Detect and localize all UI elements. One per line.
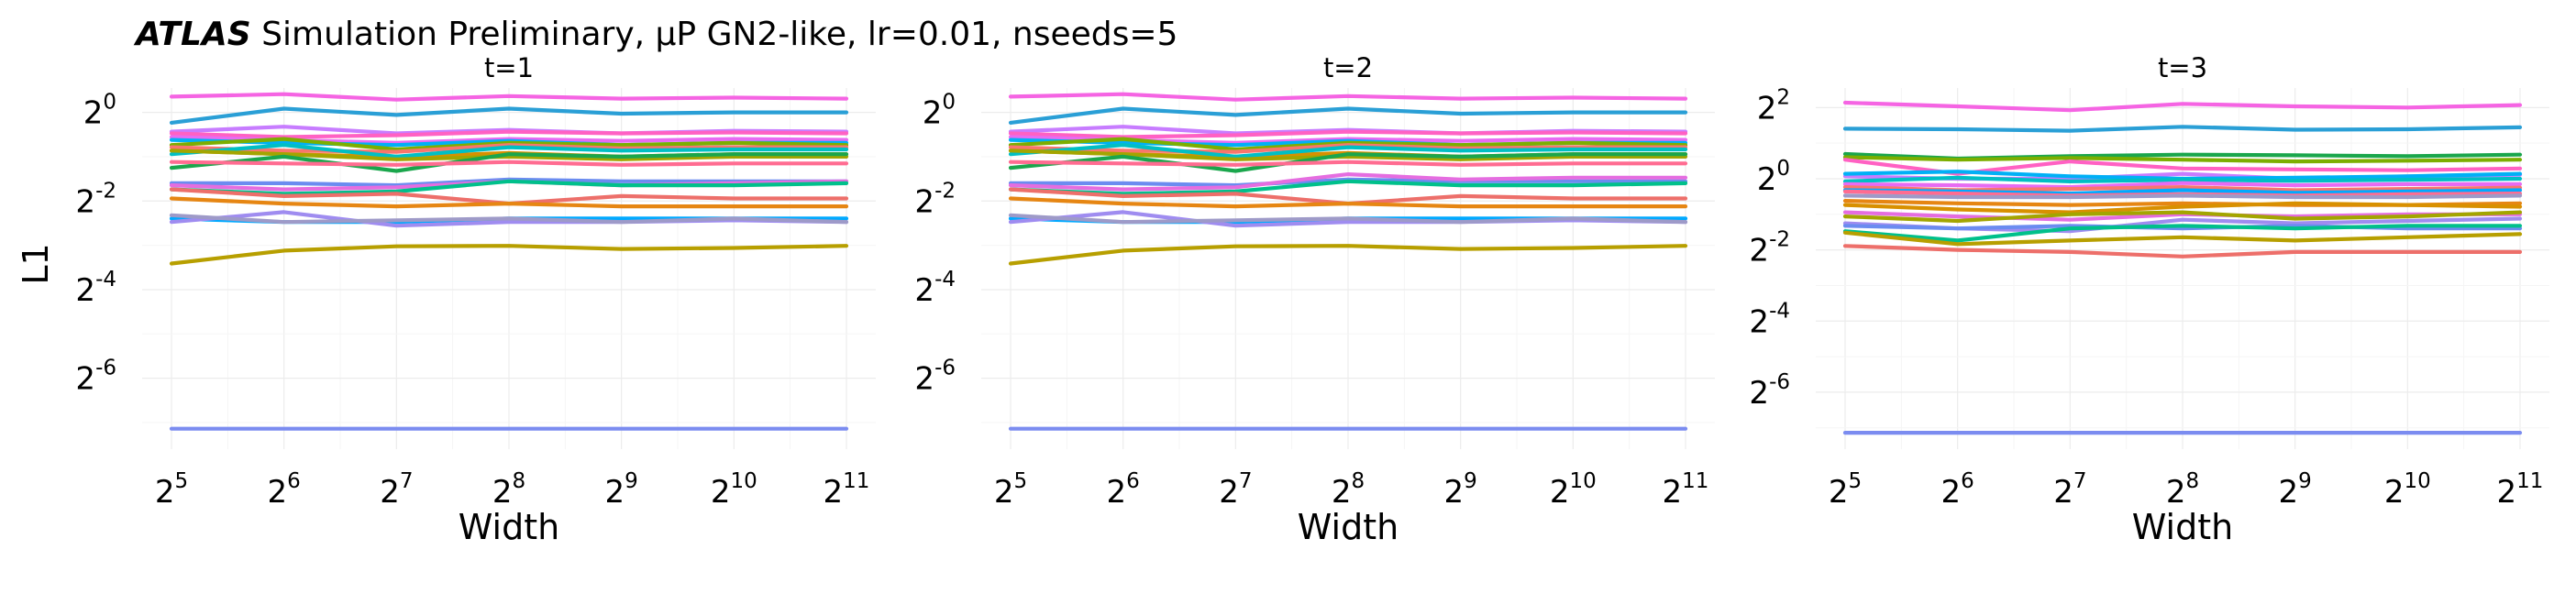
series-line-10 xyxy=(169,143,849,159)
y-tick-label: 2-2 xyxy=(75,179,116,220)
x-tick-label: 28 xyxy=(1332,469,1365,511)
panel-2: t=2 25 26 27 28 29 210 211 20 2-2 2-4 2-6 Width xyxy=(914,52,1715,547)
y-tick-label: 2-6 xyxy=(1749,370,1790,412)
series-line-13 xyxy=(1008,160,1688,167)
series-line-13 xyxy=(169,160,849,167)
series-line-20 xyxy=(1842,224,2523,243)
series-line-2 xyxy=(1008,106,1688,125)
series-line-21 xyxy=(169,213,849,225)
series-line-11 xyxy=(1008,148,1688,161)
series-lines xyxy=(169,92,849,431)
x-axis-label: Width xyxy=(459,507,559,547)
series-line-2 xyxy=(169,106,849,125)
y-tick-label: 2-6 xyxy=(75,357,116,398)
y-tick-label: 2-4 xyxy=(914,268,956,309)
series-line-10 xyxy=(1008,143,1688,159)
series-line-4 xyxy=(1008,129,1688,139)
panel-title: t=3 xyxy=(2158,52,2207,83)
x-tick-label: 27 xyxy=(1219,469,1252,511)
x-tick-label: 210 xyxy=(1550,469,1597,511)
x-tick-label: 29 xyxy=(605,469,638,511)
series-line-18 xyxy=(169,196,849,209)
series-line-15 xyxy=(1842,201,2523,214)
x-tick-label: 26 xyxy=(268,469,301,511)
x-axis-label: Width xyxy=(2132,507,2233,547)
series-line-2 xyxy=(1842,125,2523,133)
series-line-19 xyxy=(1842,224,2523,231)
series-lines xyxy=(1842,100,2523,435)
series-line-18 xyxy=(1008,196,1688,209)
x-tick-label: 25 xyxy=(994,469,1027,511)
y-tick-label: 22 xyxy=(1757,85,1790,126)
series-line-1 xyxy=(1008,92,1688,102)
x-tick-label: 27 xyxy=(380,469,413,511)
y-tick-label: 2-4 xyxy=(1749,299,1790,340)
y-axis-label: L1 xyxy=(16,243,56,284)
x-tick-label: 27 xyxy=(2053,469,2086,511)
series-line-4 xyxy=(169,129,849,139)
y-tick-label: 2-4 xyxy=(75,268,116,309)
x-tick-label: 28 xyxy=(492,469,525,511)
x-tick-label: 210 xyxy=(2384,469,2431,511)
x-tick-label: 211 xyxy=(1663,469,1709,511)
x-tick-label: 26 xyxy=(1941,469,1974,511)
series-line-5 xyxy=(1842,158,2523,176)
panel-3: t=3 25 26 27 28 29 210 211 22 20 2-2 2-4 2-6 Width xyxy=(1749,52,2549,547)
x-tick-label: 25 xyxy=(155,469,188,511)
series-line-7 xyxy=(169,137,849,152)
panels: t=1 25 26 27 28 29 210 211 20 2-2 2-4 2-6 Width t=2 25… xyxy=(75,52,2549,547)
series-line-11 xyxy=(1842,188,2523,196)
y-tick-label: 2-2 xyxy=(1749,228,1790,270)
y-tick-label: 20 xyxy=(1757,157,1790,198)
x-tick-label: 25 xyxy=(1829,469,1862,511)
y-tick-label: 2-2 xyxy=(914,179,956,220)
series-line-17 xyxy=(1842,210,2523,224)
gridlines xyxy=(1816,88,2549,449)
series-line-12 xyxy=(169,152,849,173)
series-line-16 xyxy=(1842,210,2523,222)
series-line-15 xyxy=(1008,172,1688,192)
x-tick-label: 211 xyxy=(824,469,870,511)
series-lines xyxy=(1008,92,1688,431)
figure-title: ATLAS Simulation Preliminary, μP GN2-lik… xyxy=(133,16,1177,53)
series-line-7 xyxy=(1008,137,1688,152)
x-tick-label: 28 xyxy=(2166,469,2199,511)
series-line-12 xyxy=(1008,152,1688,173)
y-tick-label: 20 xyxy=(923,91,956,132)
series-line-8 xyxy=(1008,143,1688,154)
atlas-label: ATLAS xyxy=(133,16,251,53)
x-tick-label: 29 xyxy=(1444,469,1477,511)
series-line-1 xyxy=(1842,100,2523,113)
series-line-8 xyxy=(169,143,849,154)
series-line-8 xyxy=(1842,175,2523,183)
series-line-1 xyxy=(169,92,849,102)
panel-title: t=2 xyxy=(1323,52,1373,83)
series-line-21 xyxy=(1842,244,2523,258)
x-axis-label: Width xyxy=(1298,507,1399,547)
series-line-16 xyxy=(1008,179,1688,196)
figure-subtitle: Simulation Preliminary, μP GN2-like, lr=… xyxy=(251,16,1178,53)
series-line-16 xyxy=(169,179,849,196)
x-tick-label: 210 xyxy=(711,469,757,511)
x-tick-label: 29 xyxy=(2279,469,2312,511)
panel-1: t=1 25 26 27 28 29 210 211 20 2-2 2-4 2-6 Width xyxy=(75,52,876,547)
y-tick-label: 20 xyxy=(83,91,116,132)
x-tick-label: 211 xyxy=(2497,469,2544,511)
series-line-13 xyxy=(1842,193,2523,200)
series-line-9 xyxy=(1842,181,2523,190)
series-line-11 xyxy=(169,148,849,161)
series-line-22 xyxy=(1008,244,1688,266)
x-tick-label: 26 xyxy=(1107,469,1140,511)
series-line-4 xyxy=(1842,155,2523,164)
panel-title: t=1 xyxy=(484,52,534,83)
series-line-22 xyxy=(1842,230,2523,247)
y-tick-label: 2-6 xyxy=(914,357,956,398)
series-line-22 xyxy=(169,244,849,266)
series-line-21 xyxy=(1008,213,1688,225)
